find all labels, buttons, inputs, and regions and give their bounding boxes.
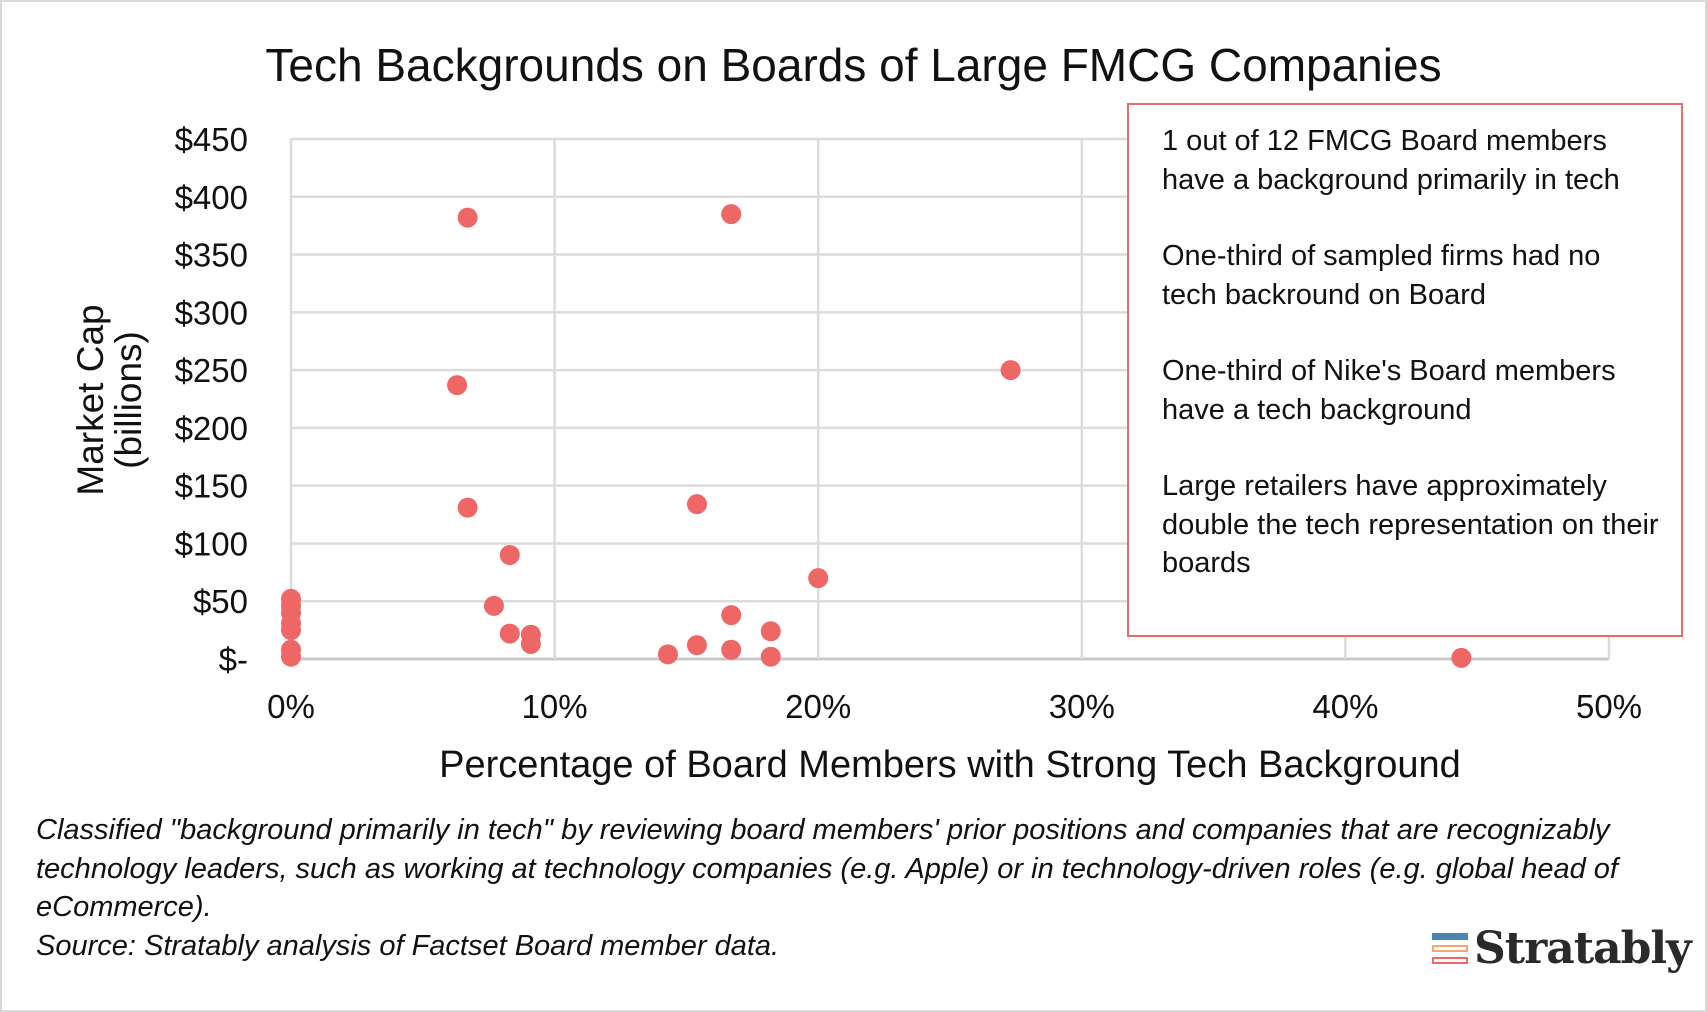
y-tick-label: $400 bbox=[175, 179, 248, 216]
data-point bbox=[686, 635, 707, 656]
x-tick-label: 30% bbox=[1049, 688, 1115, 725]
y-tick-label: $250 bbox=[175, 352, 248, 389]
y-tick-label: $450 bbox=[175, 121, 248, 158]
x-tick-label: 20% bbox=[785, 688, 851, 725]
footnote-note: Classified "background primarily in tech… bbox=[36, 814, 1618, 923]
footnote-source: Source: Stratably analysis of Factset Bo… bbox=[36, 929, 780, 962]
logo-bars-icon bbox=[1432, 933, 1468, 964]
x-tick-label: 40% bbox=[1312, 688, 1378, 725]
data-point bbox=[499, 623, 520, 644]
data-point bbox=[760, 646, 781, 667]
data-point bbox=[721, 605, 742, 626]
stratably-logo: Stratably bbox=[1432, 923, 1692, 974]
data-point bbox=[281, 620, 301, 641]
annotation-2: One-third of sampled firms had no tech b… bbox=[1162, 240, 1601, 311]
x-tick-label: 50% bbox=[1576, 688, 1642, 725]
x-axis-label: Percentage of Board Members with Strong … bbox=[439, 744, 1461, 786]
data-point bbox=[657, 644, 678, 665]
y-tick-label: $100 bbox=[175, 525, 248, 562]
x-tick-label: 10% bbox=[522, 688, 588, 725]
y-tick-label: $200 bbox=[175, 410, 248, 447]
y-axis-label-line2: (billions) bbox=[108, 331, 149, 469]
data-point bbox=[1451, 647, 1472, 668]
y-tick-label: $300 bbox=[175, 294, 248, 331]
data-point bbox=[499, 545, 520, 565]
data-point bbox=[760, 621, 781, 642]
footnote: Classified "background primarily in tech… bbox=[36, 811, 1676, 965]
data-point bbox=[457, 207, 478, 228]
data-point bbox=[483, 595, 504, 616]
data-point bbox=[457, 497, 478, 518]
logo-text: Stratably bbox=[1474, 923, 1692, 974]
data-point bbox=[686, 494, 707, 515]
y-tick-label: $- bbox=[219, 641, 248, 678]
data-point bbox=[520, 633, 541, 654]
y-axis-label-line1: Market Cap bbox=[70, 304, 111, 496]
data-point bbox=[1000, 360, 1021, 381]
x-tick-label: 0% bbox=[267, 688, 315, 725]
data-point bbox=[447, 375, 468, 396]
annotation-box: 1 out of 12 FMCG Board members have a ba… bbox=[1127, 103, 1683, 637]
annotation-3: One-third of Nike's Board members have a… bbox=[1162, 355, 1616, 426]
y-tick-label: $50 bbox=[193, 583, 248, 620]
data-point bbox=[721, 204, 742, 225]
y-axis-label: Market Cap (billions) bbox=[70, 304, 149, 496]
annotation-4: Large retailers have approximately doubl… bbox=[1162, 470, 1659, 579]
y-tick-label: $150 bbox=[175, 468, 248, 505]
data-point bbox=[281, 646, 301, 667]
y-tick-label: $350 bbox=[175, 237, 248, 274]
data-point bbox=[721, 639, 742, 660]
annotation-1: 1 out of 12 FMCG Board members have a ba… bbox=[1162, 125, 1620, 196]
data-point bbox=[808, 568, 829, 589]
chart-title: Tech Backgrounds on Boards of Large FMCG… bbox=[265, 39, 1442, 91]
